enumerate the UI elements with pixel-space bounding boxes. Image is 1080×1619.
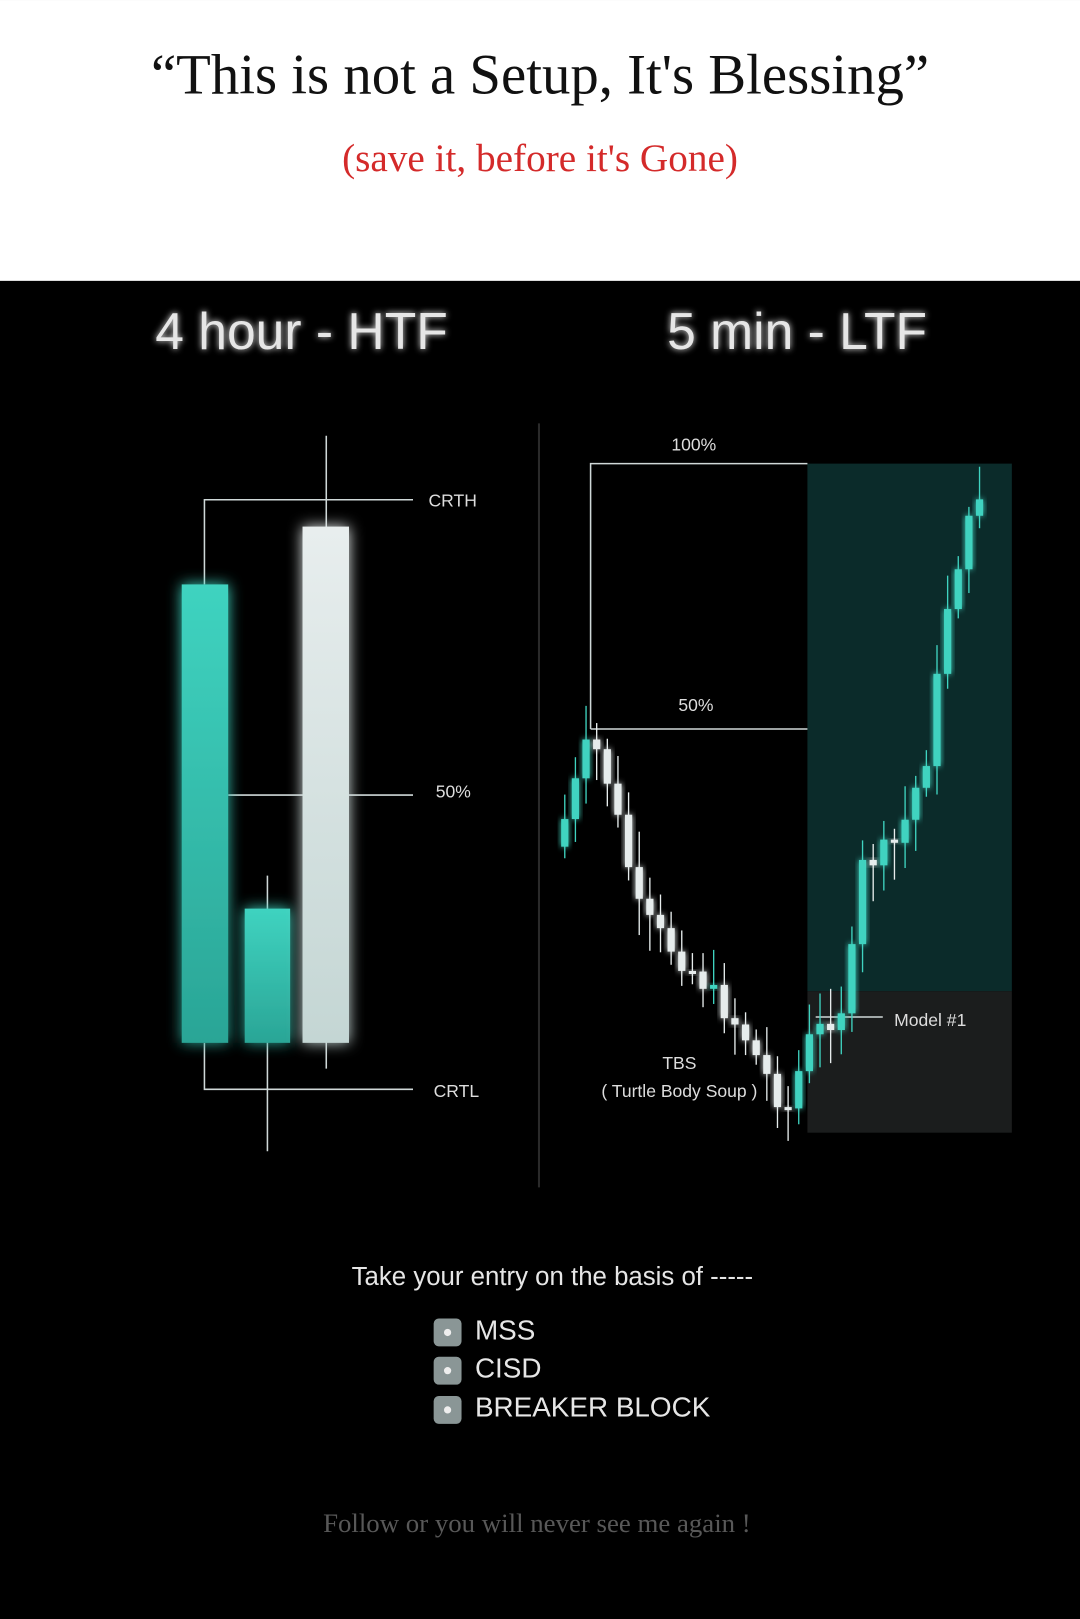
label: CRTH bbox=[428, 490, 476, 510]
subtitle: (save it, before it's Gone) bbox=[342, 137, 738, 180]
candle bbox=[880, 839, 888, 866]
label: CRTL bbox=[434, 1081, 480, 1101]
candle bbox=[752, 1040, 760, 1056]
fib-lines bbox=[589, 462, 883, 1018]
candle bbox=[582, 739, 590, 779]
label: TBS bbox=[662, 1053, 696, 1073]
candle bbox=[302, 526, 349, 1043]
candle bbox=[975, 499, 984, 516]
candle bbox=[922, 766, 930, 788]
candle bbox=[688, 970, 697, 974]
entry-item: CISD bbox=[475, 1353, 542, 1384]
candle bbox=[603, 749, 611, 784]
candle bbox=[837, 1013, 845, 1030]
bullet-dot bbox=[443, 1328, 452, 1337]
entry-list: MSS CISD BREAKER BLOCK bbox=[433, 1314, 711, 1424]
label: 100% bbox=[671, 435, 716, 455]
candle bbox=[763, 1055, 771, 1074]
panel-title: 4 hour - HTF bbox=[155, 302, 448, 360]
candle bbox=[805, 1034, 813, 1072]
candle bbox=[795, 1071, 803, 1109]
candle bbox=[773, 1073, 782, 1108]
candle bbox=[869, 859, 877, 866]
candle bbox=[965, 515, 973, 570]
candle bbox=[593, 739, 601, 750]
candle bbox=[667, 928, 675, 952]
label: 50% bbox=[678, 695, 713, 715]
candle bbox=[944, 609, 952, 674]
candle bbox=[561, 819, 569, 847]
candle bbox=[933, 673, 941, 767]
candle bbox=[710, 984, 718, 989]
label: ( Turtle Body Soup ) bbox=[601, 1081, 757, 1101]
candle bbox=[954, 569, 962, 610]
candle bbox=[784, 1107, 792, 1111]
title: “This is not a Setup, It's Blessing” bbox=[151, 44, 929, 107]
candle bbox=[624, 814, 633, 868]
label: Model #1 bbox=[894, 1010, 966, 1030]
ltf-candles bbox=[561, 466, 984, 1141]
entry-heading: Take your entry on the basis of ----- bbox=[352, 1263, 753, 1291]
header-bg bbox=[0, 0, 1080, 281]
candle bbox=[181, 584, 229, 1043]
bullet-dot bbox=[443, 1367, 452, 1375]
candle bbox=[646, 898, 654, 915]
candle bbox=[731, 1018, 739, 1025]
candle bbox=[244, 908, 291, 1043]
bullet-dot bbox=[443, 1406, 452, 1414]
candle bbox=[912, 787, 920, 820]
candle bbox=[848, 944, 856, 1014]
candle bbox=[858, 859, 867, 945]
candle bbox=[614, 783, 622, 815]
panel-title: 5 min - LTF bbox=[667, 302, 927, 360]
candle bbox=[635, 867, 643, 899]
candle bbox=[827, 1023, 835, 1030]
entry-item: BREAKER BLOCK bbox=[475, 1392, 711, 1423]
candle bbox=[901, 819, 909, 843]
candle bbox=[816, 1023, 824, 1035]
candle bbox=[741, 1024, 750, 1041]
candle bbox=[571, 778, 580, 820]
footer: Follow or you will never see me again ! bbox=[323, 1508, 751, 1538]
candle bbox=[699, 971, 707, 989]
label: 50% bbox=[436, 782, 471, 802]
candle bbox=[720, 984, 728, 1019]
candle bbox=[890, 839, 899, 843]
candle bbox=[678, 951, 686, 971]
candle bbox=[656, 914, 665, 929]
zone bbox=[807, 463, 1012, 992]
entry-item: MSS bbox=[475, 1314, 535, 1345]
